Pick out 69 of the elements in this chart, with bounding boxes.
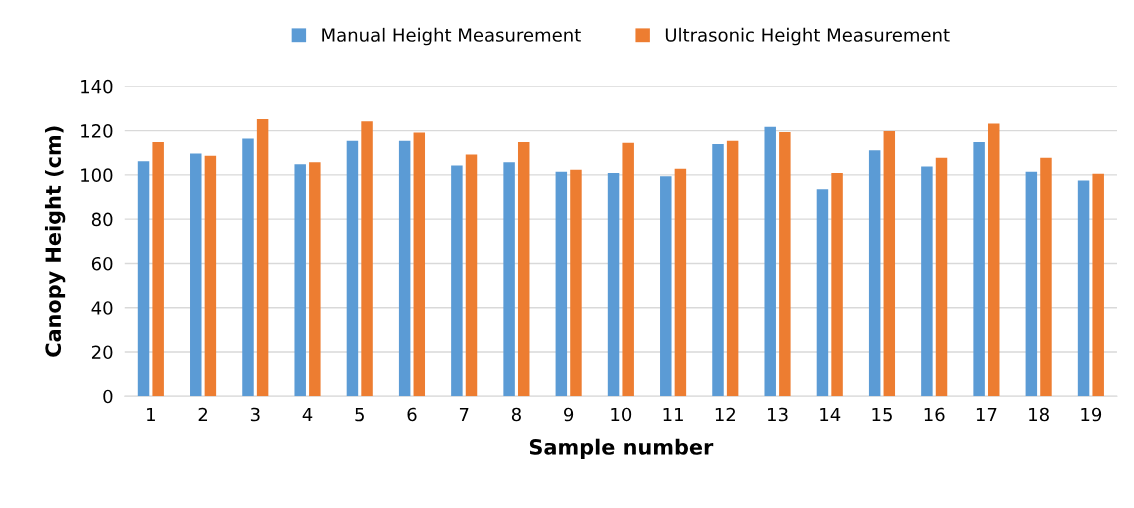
bar [190, 153, 202, 397]
bar [294, 164, 306, 397]
y-tick-label: 40 [91, 301, 113, 315]
bar [413, 132, 426, 397]
x-tick-label: 13 [768, 407, 788, 422]
bar [712, 143, 724, 397]
bar [607, 172, 620, 397]
bar [137, 161, 150, 397]
bar [816, 189, 829, 397]
x-tick-label: 11 [663, 407, 683, 422]
legend-label: Manual Height Measurement [322, 27, 581, 46]
x-tick-label: 9 [564, 407, 574, 422]
legend-label: Ultrasonic Height Measurement [665, 27, 950, 46]
bar [346, 140, 359, 397]
bar [1040, 157, 1052, 397]
x-tick-label: 3 [250, 407, 260, 422]
bar [883, 131, 896, 397]
bar [517, 141, 530, 397]
bar [256, 119, 269, 397]
bar [555, 171, 568, 397]
x-tick-label: 10 [611, 407, 632, 422]
y-tick-label: 120 [81, 124, 113, 138]
bar [465, 154, 478, 397]
y-tick-label: 60 [91, 256, 113, 271]
x-tick-label: 19 [1081, 407, 1102, 422]
bar [451, 165, 463, 397]
bar [726, 140, 739, 397]
bar [622, 142, 634, 397]
bar [921, 166, 933, 397]
bar [398, 140, 411, 397]
y-tick-label: 20 [91, 345, 113, 360]
bar [935, 157, 948, 397]
x-tick-label: 17 [976, 407, 997, 422]
bar [868, 150, 881, 397]
bar [503, 162, 515, 397]
bar [831, 172, 843, 397]
bar [674, 168, 687, 397]
bar [152, 141, 164, 397]
y-tick-label: 0 [103, 389, 113, 404]
bar [309, 162, 321, 397]
y-tick-label: 100 [81, 168, 113, 183]
bar [988, 123, 1000, 397]
x-tick-label: 16 [924, 407, 945, 422]
x-tick-label: 7 [459, 407, 469, 422]
x-tick-label: 2 [198, 407, 208, 422]
x-tick-label: 4 [302, 407, 313, 422]
x-tick-label: 12 [715, 407, 735, 422]
bar [1077, 180, 1090, 397]
x-tick-label: 8 [511, 407, 521, 422]
x-tick-label: 15 [872, 407, 892, 422]
bar [764, 126, 776, 397]
bar [660, 176, 672, 397]
y-axis-title: Canopy Height (cm) [44, 126, 66, 357]
x-tick-label: 1 [147, 407, 155, 422]
x-tick-label: 5 [355, 407, 364, 422]
bar [1025, 171, 1038, 397]
x-tick-label: 18 [1029, 407, 1049, 422]
bar [1092, 173, 1104, 397]
bar [204, 155, 217, 397]
bar [779, 131, 791, 397]
y-tick-label: 140 [81, 79, 113, 94]
x-tick-label: 14 [820, 407, 841, 422]
x-axis-title: Sample number [529, 438, 714, 459]
y-tick-label: 80 [91, 212, 113, 227]
bar [570, 169, 582, 397]
bar [361, 121, 373, 397]
x-tick-label: 6 [407, 407, 417, 422]
bar [973, 141, 985, 397]
bar [242, 138, 254, 397]
